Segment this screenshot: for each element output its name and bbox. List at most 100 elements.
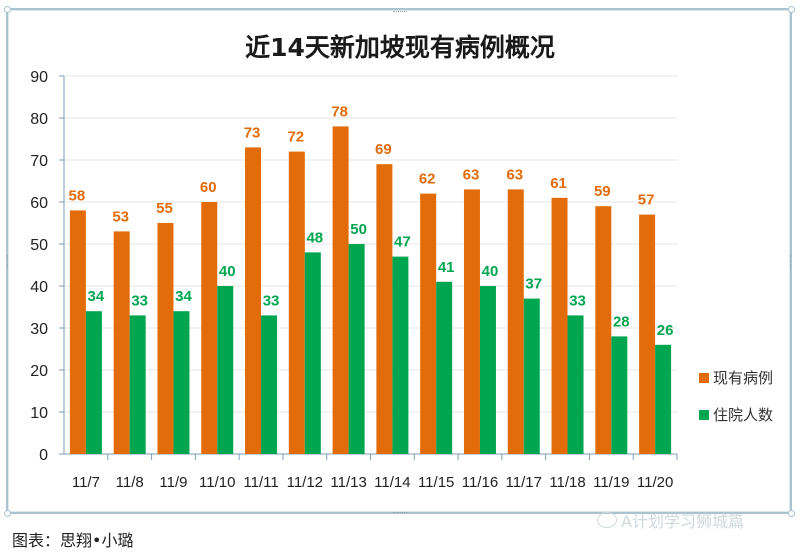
bar-hospitalized (436, 281, 453, 454)
watermark: A计划学习狮城篇 (597, 508, 744, 532)
bar-current-cases (332, 126, 349, 455)
figure-caption: 图表：思翔•小璐 (12, 531, 134, 550)
gridlines (64, 75, 677, 413)
data-label: 26 (657, 322, 674, 339)
data-label: 33 (569, 292, 586, 309)
resize-handle-left[interactable] (7, 255, 11, 269)
y-tick-label: 50 (30, 237, 48, 254)
data-label: 34 (88, 288, 105, 305)
resize-handle-top-right[interactable] (788, 6, 795, 13)
data-label: 40 (482, 263, 499, 280)
bar-hospitalized (173, 311, 190, 454)
data-label: 37 (525, 276, 542, 293)
bar-hospitalized (479, 286, 496, 454)
x-tick-label: 11/17 (506, 474, 542, 491)
y-tick-label: 90 (30, 69, 48, 86)
resize-handle-bottom-left[interactable] (4, 510, 11, 517)
x-tick-label: 11/15 (418, 474, 454, 491)
x-tick-label: 11/13 (330, 474, 366, 491)
data-label: 61 (550, 175, 567, 192)
chart-title: 近14天新加坡现有病例概况 (245, 33, 555, 62)
data-label: 53 (112, 208, 129, 225)
bar-hospitalized (304, 252, 321, 454)
bar-hospitalized (655, 344, 672, 454)
bar-hospitalized (348, 244, 365, 454)
x-tick-label: 11/19 (593, 474, 629, 491)
bar-current-cases (69, 210, 86, 454)
resize-handle-bottom-right[interactable] (788, 510, 795, 517)
data-label: 69 (375, 141, 392, 158)
resize-handle-top-left[interactable] (4, 6, 11, 13)
x-tick-label: 11/9 (159, 474, 187, 491)
x-tick-label: 11/16 (462, 474, 498, 491)
legend-label: 住院人数 (713, 406, 773, 424)
x-tick-label: 11/8 (116, 474, 144, 491)
legend-swatch (699, 410, 709, 420)
bar-hospitalized (217, 286, 234, 454)
data-label: 33 (131, 292, 148, 309)
y-tick-label: 40 (30, 279, 48, 296)
bar-current-cases (245, 147, 262, 454)
bar-current-cases (420, 193, 437, 454)
data-label: 62 (419, 171, 436, 188)
bar-current-cases (507, 189, 524, 454)
x-tick-label: 11/18 (549, 474, 585, 491)
y-tick-label: 60 (30, 195, 48, 212)
data-label: 50 (350, 221, 367, 238)
data-label: 55 (156, 200, 173, 217)
data-label: 33 (263, 292, 280, 309)
wechat-icon (597, 512, 617, 528)
data-label: 41 (438, 259, 455, 276)
resize-handle-top[interactable] (393, 11, 407, 15)
x-axis-ticks: 11/7 11/8 11/9 11/10 11/11 11/12 11/13 11/14 11/… (72, 454, 678, 491)
x-tick-label: 11/7 (72, 474, 100, 491)
resize-handle-right[interactable] (790, 255, 794, 269)
bar-current-cases (463, 189, 480, 454)
y-tick-label: 10 (30, 405, 48, 422)
bar-current-cases (551, 197, 568, 455)
bar-current-cases (157, 223, 174, 454)
data-label: 58 (69, 187, 86, 204)
data-label: 63 (506, 166, 523, 183)
bar-current-cases (376, 164, 393, 454)
bar-current-cases (639, 214, 656, 454)
bar-current-cases (288, 151, 305, 454)
bar-hospitalized (261, 315, 278, 454)
bars (69, 126, 672, 455)
y-axis-ticks: 0 10 20 30 40 50 60 70 80 90 (30, 69, 677, 464)
data-label: 47 (394, 234, 411, 251)
data-label: 78 (331, 103, 348, 120)
data-label: 57 (638, 192, 655, 209)
legend-label: 现有病例 (713, 369, 773, 387)
data-label: 60 (200, 179, 217, 196)
bar-current-cases (113, 231, 130, 454)
data-label: 73 (244, 124, 261, 141)
data-label: 28 (613, 313, 630, 330)
data-label: 72 (287, 129, 304, 146)
x-tick-label: 11/10 (199, 474, 235, 491)
data-label: 63 (463, 166, 480, 183)
bar-hospitalized (611, 336, 628, 454)
y-tick-label: 20 (30, 363, 48, 380)
y-tick-label: 80 (30, 111, 48, 128)
bar-hospitalized (392, 256, 409, 454)
bar-hospitalized (523, 298, 540, 454)
data-label: 34 (175, 288, 192, 305)
y-tick-label: 70 (30, 153, 48, 170)
bar-hospitalized (129, 315, 146, 454)
x-tick-label: 11/20 (637, 474, 673, 491)
bar-hospitalized (85, 311, 102, 454)
data-label: 40 (219, 263, 236, 280)
y-tick-label: 30 (30, 321, 48, 338)
x-tick-label: 11/14 (374, 474, 410, 491)
watermark-text: A计划学习狮城篇 (621, 512, 744, 531)
data-labels: 58 34 53 33 55 34 60 40 73 33 72 48 78 50 69 47 62 41 63 40… (69, 103, 674, 338)
x-tick-label: 11/12 (287, 474, 323, 491)
data-label: 48 (306, 229, 323, 246)
x-tick-label: 11/11 (243, 474, 278, 491)
bar-current-cases (201, 202, 218, 454)
bar-hospitalized (567, 315, 584, 454)
resize-handle-bottom[interactable] (393, 512, 407, 516)
